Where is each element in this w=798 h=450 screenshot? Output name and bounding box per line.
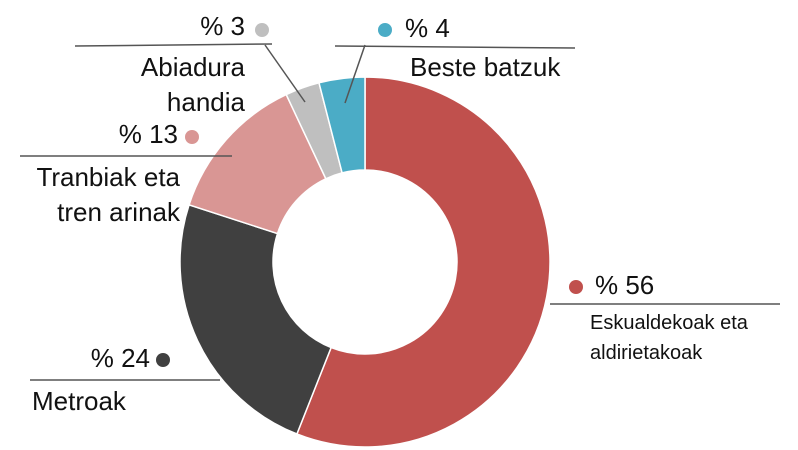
donut-slice [318, 76, 366, 174]
legend-marker [255, 23, 269, 37]
donut-slice [179, 203, 333, 435]
category-label: Tranbiak eta tren arinak [36, 162, 180, 227]
leader-line [344, 44, 366, 104]
legend-marker [185, 130, 199, 144]
category-label: Metroak [32, 386, 126, 416]
category-label: Eskualdekoak eta aldirietakoak [590, 312, 748, 364]
legend-marker [378, 23, 392, 37]
value-label: % 3 [200, 11, 245, 41]
leader-line [334, 45, 576, 49]
leader-line [74, 43, 273, 47]
value-label: % 24 [91, 343, 150, 373]
legend-marker [569, 280, 583, 294]
category-label: Beste batzuk [410, 52, 561, 82]
leader-line [264, 44, 306, 103]
legend-marker [156, 353, 170, 367]
category-label: Abiadura handia [140, 52, 245, 117]
value-label: % 56 [595, 270, 654, 300]
donut-slice [295, 76, 551, 448]
value-label: % 4 [405, 13, 450, 43]
value-label: % 13 [119, 119, 178, 149]
